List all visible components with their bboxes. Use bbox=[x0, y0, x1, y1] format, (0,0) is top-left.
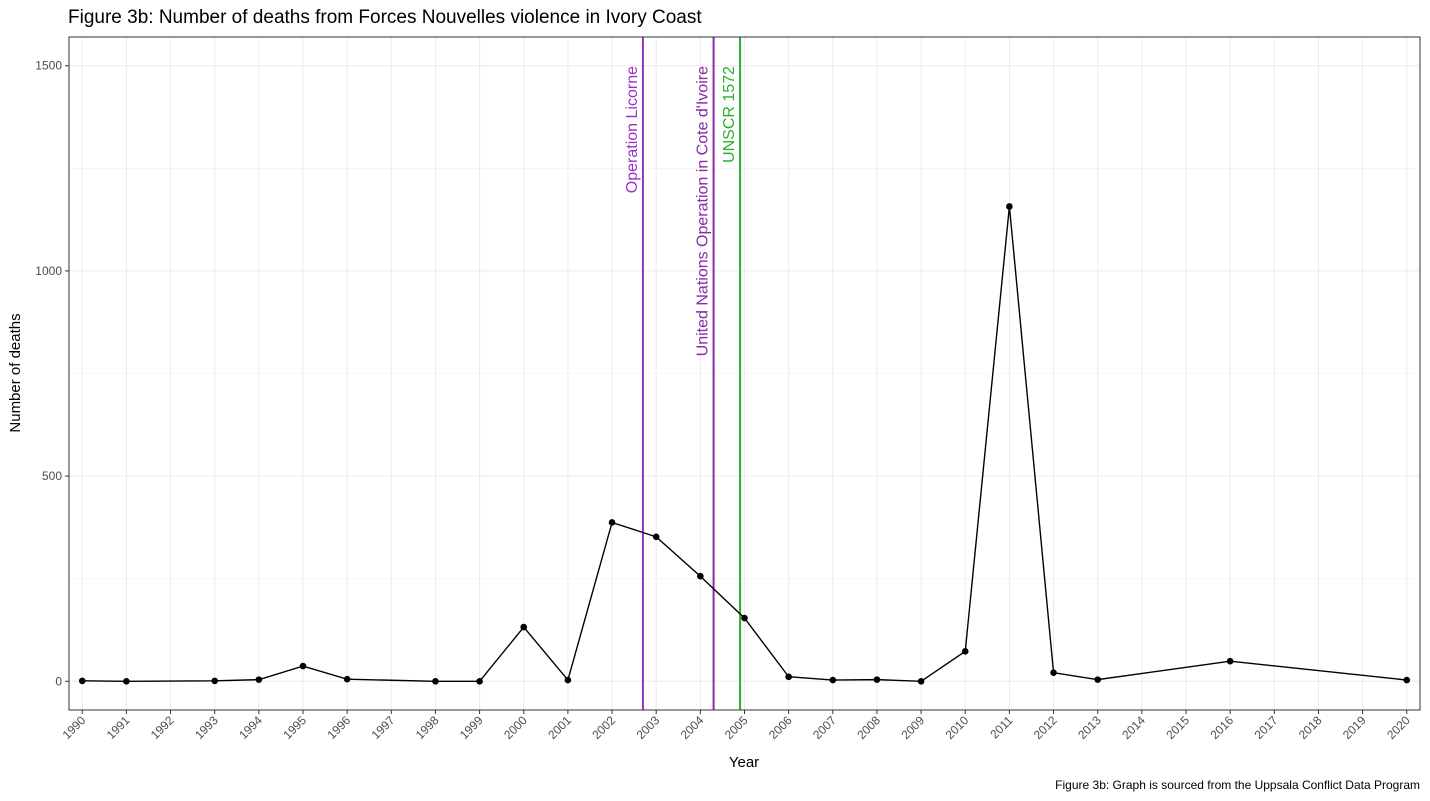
y-tick-label: 1500 bbox=[35, 59, 62, 73]
x-tick-label: 2016 bbox=[1207, 713, 1236, 742]
x-tick-label: 2010 bbox=[943, 713, 972, 742]
y-tick-label: 0 bbox=[55, 674, 62, 688]
x-tick-label: 2019 bbox=[1340, 713, 1369, 742]
x-axis-title: Year bbox=[729, 754, 759, 771]
x-tick-label: 2003 bbox=[634, 713, 663, 742]
data-point bbox=[785, 673, 792, 681]
x-tick-label: 2000 bbox=[501, 713, 530, 742]
x-tick-label: 2018 bbox=[1296, 713, 1325, 742]
data-point bbox=[741, 614, 748, 622]
data-point bbox=[432, 677, 439, 685]
y-axis-title: Number of deaths bbox=[7, 313, 24, 432]
data-point bbox=[829, 676, 837, 684]
data-point bbox=[1050, 669, 1057, 676]
x-tick-label: 2020 bbox=[1384, 713, 1413, 742]
x-axis: 1990 1991 1992 1993 1994 1995 1996 1997 1998 1999… bbox=[60, 710, 1413, 742]
data-point bbox=[961, 648, 969, 655]
data-point bbox=[608, 519, 616, 526]
x-tick-label: 1995 bbox=[280, 713, 309, 742]
x-tick-label: 2008 bbox=[854, 713, 883, 742]
x-tick-label: 2009 bbox=[898, 713, 927, 742]
x-tick-label: 2006 bbox=[766, 713, 795, 742]
reference-lines: Operation Licorne United Nations Operatio… bbox=[624, 37, 742, 710]
data-point bbox=[1403, 676, 1411, 684]
data-point bbox=[211, 677, 218, 685]
x-tick-label: 2012 bbox=[1031, 713, 1060, 742]
x-tick-label: 1992 bbox=[148, 713, 177, 742]
x-tick-label: 2017 bbox=[1252, 713, 1281, 742]
x-tick-label: 2002 bbox=[589, 713, 618, 742]
data-point bbox=[697, 572, 704, 580]
x-tick-label: 1990 bbox=[60, 713, 89, 742]
data-point bbox=[123, 677, 130, 685]
x-tick-label: 1993 bbox=[192, 713, 221, 742]
x-tick-label: 2007 bbox=[810, 713, 839, 742]
x-tick-label: 2004 bbox=[678, 713, 707, 742]
x-tick-label: 2001 bbox=[545, 713, 574, 742]
x-tick-label: 1997 bbox=[369, 713, 398, 742]
data-point bbox=[78, 677, 86, 685]
y-tick-label: 500 bbox=[42, 469, 62, 483]
x-tick-label: 2011 bbox=[987, 713, 1015, 741]
data-point bbox=[1094, 676, 1102, 683]
x-tick-label: 1998 bbox=[413, 713, 442, 742]
reference-line-label: UNSCR 1572 bbox=[721, 66, 738, 163]
y-tick-label: 1000 bbox=[35, 264, 62, 278]
series-line bbox=[82, 206, 1407, 682]
data-point bbox=[652, 533, 660, 541]
x-tick-label: 1999 bbox=[457, 713, 486, 742]
data-point bbox=[476, 677, 483, 685]
chart-caption: Figure 3b: Graph is sourced from the Upp… bbox=[1055, 778, 1420, 792]
grid bbox=[69, 37, 1420, 710]
data-point bbox=[873, 676, 881, 683]
chart-title: Figure 3b: Number of deaths from Forces … bbox=[68, 7, 702, 28]
data-point bbox=[299, 662, 307, 670]
data-point bbox=[520, 623, 528, 631]
reference-line-label: Operation Licorne bbox=[624, 66, 641, 193]
reference-line-label: United Nations Operation in Cote d'Ivoir… bbox=[695, 66, 712, 356]
x-tick-label: 2013 bbox=[1075, 713, 1104, 742]
x-tick-label: 2014 bbox=[1119, 713, 1148, 742]
x-tick-label: 1996 bbox=[324, 713, 353, 742]
x-tick-label: 1991 bbox=[104, 713, 133, 742]
x-tick-label: 2015 bbox=[1163, 713, 1192, 742]
data-point bbox=[255, 676, 263, 683]
data-point bbox=[1226, 657, 1234, 665]
data-point bbox=[1006, 203, 1013, 210]
x-tick-label: 1994 bbox=[236, 713, 265, 742]
series-layer bbox=[78, 203, 1411, 685]
y-axis: 0 500 1000 1500 bbox=[35, 59, 69, 688]
x-tick-label: 2005 bbox=[722, 713, 751, 742]
data-point bbox=[564, 676, 572, 684]
data-point bbox=[917, 677, 925, 685]
data-point bbox=[343, 675, 351, 683]
